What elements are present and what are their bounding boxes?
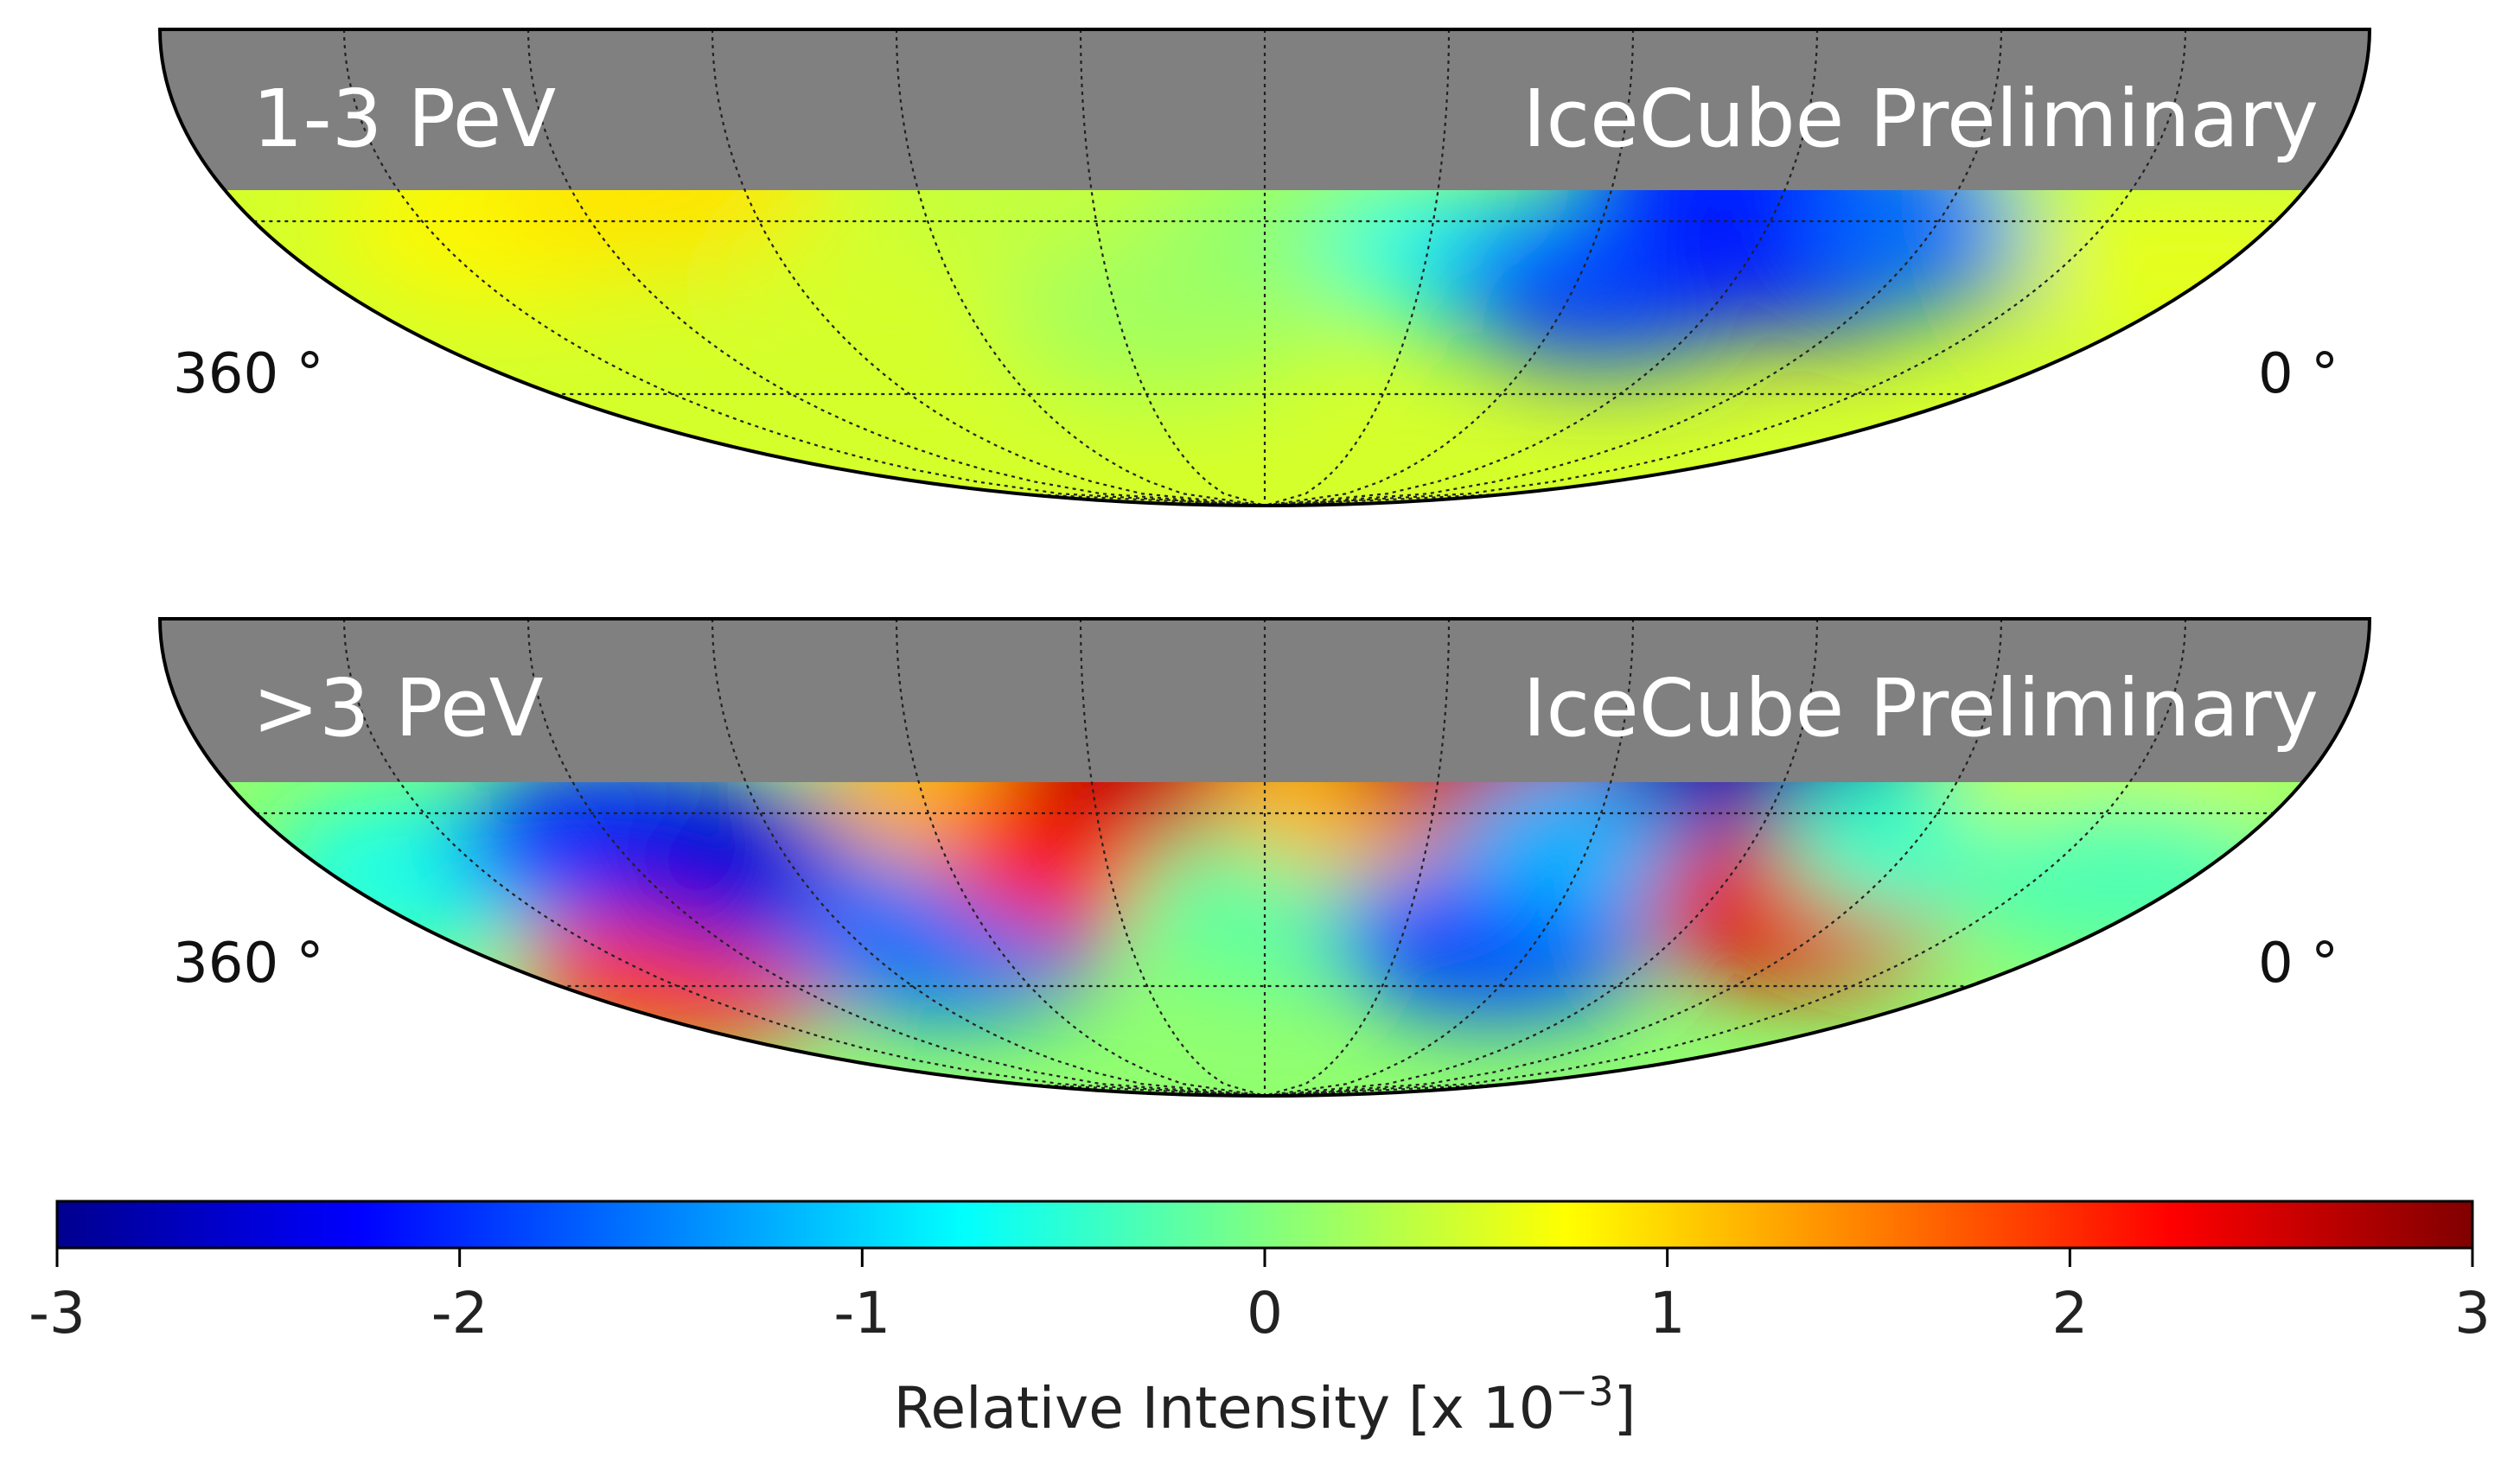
- colorbar-gradient: [55, 1200, 2474, 1250]
- longitude-label-0: 0 °: [2258, 342, 2338, 406]
- intensity-region: [493, 190, 822, 271]
- sky-map-above-3-pev: >3 PeV IceCube Preliminary 360 ° 0 °: [157, 617, 2372, 1098]
- colorbar-tick-label: -2: [431, 1280, 488, 1346]
- meridian-line: [711, 29, 1266, 506]
- map-outline: [157, 617, 2372, 1098]
- intensity-region: [869, 190, 1198, 271]
- colorbar-tick-label: 1: [1649, 1280, 1686, 1346]
- meridian-line: [342, 619, 1266, 1096]
- meridian-line: [1264, 619, 2187, 1096]
- energy-label: 1-3 PeV: [252, 73, 556, 165]
- meridian-line: [1264, 29, 2187, 506]
- meridian-line: [1264, 29, 1819, 506]
- meridian-line: [1264, 619, 1819, 1096]
- energy-label: >3 PeV: [252, 662, 544, 754]
- sky-map-1-3-pev: 1-3 PeV IceCube Preliminary 360 ° 0 °: [157, 28, 2372, 507]
- meridian-line: [1264, 29, 1635, 506]
- colorbar-tick-label: -1: [833, 1280, 890, 1346]
- watermark: IceCube Preliminary: [1522, 73, 2319, 165]
- longitude-label-360: 360 °: [173, 932, 324, 996]
- intensity-region: [1956, 791, 2286, 956]
- meridian-line: [526, 619, 1266, 1096]
- masked-sky-region: [160, 619, 2370, 782]
- meridian-line: [1079, 29, 1266, 506]
- meridian-line: [1264, 619, 2003, 1096]
- meridian-line: [342, 29, 1266, 506]
- map-outline: [157, 28, 2372, 507]
- meridian-line: [1264, 619, 1635, 1096]
- meridian-line: [1264, 29, 2003, 506]
- meridian-line: [1264, 29, 1451, 506]
- colorbar: -3 -2 -1 0 1 2 3 Relative Intensity [x 10−3]: [29, 1200, 2491, 1442]
- meridian-line: [526, 29, 1266, 506]
- colorbar-label: Relative Intensity [x 10−3]: [894, 1368, 1636, 1442]
- meridian-line: [711, 619, 1266, 1096]
- meridian-line: [1264, 619, 1451, 1096]
- colorbar-tick-label: 2: [2051, 1280, 2088, 1346]
- colorbar-tick-label: -3: [29, 1280, 86, 1346]
- meridian-line: [895, 29, 1266, 506]
- meridian-line: [895, 619, 1266, 1096]
- watermark: IceCube Preliminary: [1522, 662, 2319, 754]
- longitude-label-360: 360 °: [173, 342, 324, 406]
- meridian-line: [1079, 619, 1266, 1096]
- longitude-label-0: 0 °: [2258, 932, 2338, 996]
- colorbar-tick-label: 3: [2454, 1280, 2491, 1346]
- colorbar-tick-label: 0: [1247, 1280, 1283, 1346]
